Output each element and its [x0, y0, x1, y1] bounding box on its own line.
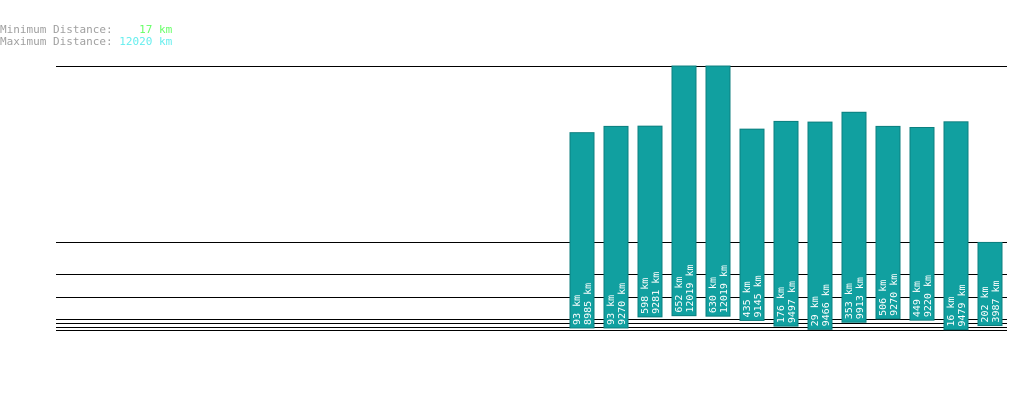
bar-12: [977, 241, 1003, 327]
bar-2: [637, 125, 663, 318]
bar-3-min-label: 652 km: [674, 277, 685, 313]
bar-4-min-label: 630 km: [708, 277, 719, 313]
bar-labels: 93 km 8985 km 93 km 9270 km 598 km 9281 km 652…: [572, 265, 1002, 327]
bar-1-max-label: 9270 km: [617, 283, 628, 325]
bars: [569, 65, 1003, 331]
min-distance-label: Minimum Distance:: [0, 23, 113, 36]
bar-6-min-label: 176 km: [776, 287, 787, 323]
min-distance-value: 17 km: [139, 23, 173, 36]
bar-11: [943, 121, 969, 331]
bar-8: [841, 111, 867, 323]
bar-0-min-label: 93 km: [572, 295, 583, 325]
bar-4-max-label: 12019 km: [719, 265, 730, 313]
bar-7: [807, 121, 833, 330]
bar-1: [603, 125, 629, 329]
distance-stats: Minimum Distance: 17 km Maximum Distance…: [0, 24, 172, 48]
bar-12-min-label: 202 km: [980, 286, 991, 322]
bar-8-max-label: 9913 km: [855, 277, 866, 319]
bar-10: [909, 126, 935, 321]
bar-4: [705, 65, 731, 317]
bar-0: [569, 132, 595, 329]
bar-5-max-label: 9145 km: [753, 275, 764, 317]
bar-2-min-label: 598 km: [640, 278, 651, 314]
bar-9: [875, 125, 901, 320]
bar-2-max-label: 9281 km: [651, 272, 662, 314]
bar-8-min-label: 353 km: [844, 283, 855, 319]
bar-6: [773, 120, 799, 327]
bar-0-max-label: 8985 km: [583, 283, 594, 325]
bar-1-min-label: 93 km: [606, 295, 617, 325]
bar-9-min-label: 506 km: [878, 280, 889, 316]
bar-12-max-label: 3987 km: [991, 280, 1002, 322]
bar-5-min-label: 435 km: [742, 281, 753, 317]
bar-6-max-label: 9497 km: [787, 281, 798, 323]
max-distance-label: Maximum Distance:: [0, 35, 113, 48]
bar-3-max-label: 12019 km: [685, 265, 696, 313]
bar-3: [671, 65, 697, 317]
max-distance-value: 12020 km: [119, 35, 173, 48]
bar-10-max-label: 9220 km: [923, 275, 934, 317]
bar-10-min-label: 449 km: [912, 281, 923, 317]
bar-5: [739, 128, 765, 321]
bar-11-min-label: 16 km: [946, 297, 957, 327]
bar-9-max-label: 9270 km: [889, 274, 900, 316]
bar-7-max-label: 9466 km: [821, 284, 832, 326]
bar-11-max-label: 9479 km: [957, 284, 968, 326]
bar-7-min-label: 29 km: [810, 296, 821, 326]
